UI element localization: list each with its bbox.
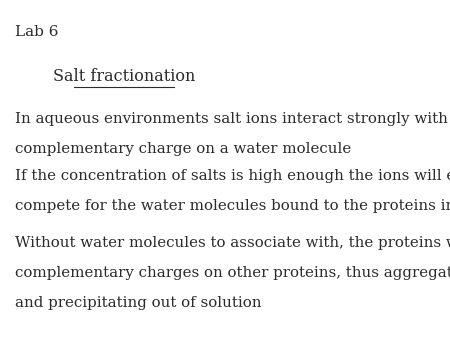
Text: complementary charges on other proteins, thus aggregating together: complementary charges on other proteins,… bbox=[15, 266, 450, 280]
Text: and precipitating out of solution: and precipitating out of solution bbox=[15, 296, 261, 310]
Text: compete for the water molecules bound to the proteins in solution.: compete for the water molecules bound to… bbox=[15, 199, 450, 213]
Text: Lab 6: Lab 6 bbox=[15, 25, 58, 39]
Text: Without water molecules to associate with, the proteins will seek: Without water molecules to associate wit… bbox=[15, 236, 450, 250]
Text: If the concentration of salts is high enough the ions will effectively: If the concentration of salts is high en… bbox=[15, 169, 450, 183]
Text: complementary charge on a water molecule: complementary charge on a water molecule bbox=[15, 142, 351, 156]
Text: In aqueous environments salt ions interact strongly with their: In aqueous environments salt ions intera… bbox=[15, 112, 450, 126]
Text: Salt fractionation: Salt fractionation bbox=[53, 68, 195, 86]
